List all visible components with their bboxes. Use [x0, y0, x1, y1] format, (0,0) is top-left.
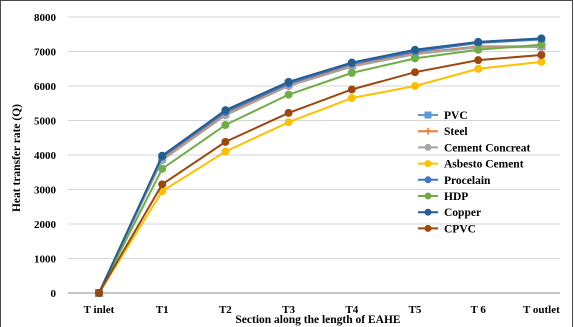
data-point — [221, 120, 230, 129]
data-point — [411, 82, 419, 90]
data-point — [474, 45, 483, 54]
data-point — [347, 94, 356, 103]
legend-label: Steel — [444, 126, 468, 138]
data-point — [424, 176, 432, 184]
legend-item: Asbesto Cement — [418, 159, 524, 171]
series-line — [98, 43, 542, 294]
data-point — [284, 77, 293, 86]
legend-label: Cement Concreat — [444, 142, 530, 154]
legend-label: CPVC — [444, 223, 476, 235]
x-tick-label: T1 — [156, 304, 169, 316]
y-tick-label: 1000 — [34, 254, 57, 266]
data-point — [411, 45, 419, 54]
legend-label: Procelain — [444, 175, 491, 187]
series-cpvc — [95, 50, 546, 297]
data-point — [284, 118, 293, 127]
y-tick-label: 7000 — [34, 47, 57, 59]
data-point — [221, 137, 230, 146]
x-tick-label: T2 — [219, 304, 232, 316]
legend: PVC Steel Cement Concreat Asbesto Cement Pro… — [418, 110, 530, 235]
legend-item: Steel — [418, 126, 468, 138]
data-point — [411, 54, 419, 63]
data-point — [474, 56, 483, 65]
data-point — [424, 208, 432, 216]
data-point — [347, 68, 356, 77]
x-tick-label: T4 — [345, 304, 358, 316]
data-point — [158, 164, 167, 173]
series-line — [98, 46, 542, 294]
x-tick-label: T outlet — [523, 304, 560, 316]
y-tick-label: 8000 — [34, 12, 57, 24]
series-lines — [95, 34, 546, 297]
data-point — [284, 108, 293, 117]
legend-item: Procelain — [418, 175, 491, 187]
data-point — [347, 58, 356, 67]
data-point — [95, 289, 103, 297]
data-point — [411, 68, 419, 77]
data-point — [537, 34, 546, 43]
x-tick-label: T inlet — [84, 304, 115, 316]
gridlines — [68, 16, 560, 294]
x-tick-label: T5 — [409, 304, 422, 316]
x-tick-labels: T inlet T1 T2 T3 T4 T5 T 6 T outlet — [84, 304, 560, 316]
y-tick-label: 3000 — [34, 185, 57, 197]
y-tick-label: 5000 — [34, 116, 57, 128]
x-tick-label: T3 — [282, 304, 295, 316]
y-tick-label: 4000 — [34, 150, 57, 162]
y-tick-label: 2000 — [34, 219, 57, 231]
legend-label: HDP — [444, 191, 468, 203]
series-line — [98, 53, 542, 294]
data-point — [474, 37, 483, 46]
x-tick-label: T 6 — [471, 304, 487, 316]
data-point — [474, 64, 483, 73]
x-axis-title: Section along the length of EAHE — [235, 314, 400, 326]
data-point — [424, 111, 432, 119]
legend-item: Cement Concreat — [418, 142, 530, 154]
y-tick-labels: 0 1000 2000 3000 4000 5000 6000 7000 8000 — [34, 12, 57, 300]
data-point — [158, 151, 167, 160]
data-point — [158, 180, 167, 189]
series-line — [98, 37, 542, 294]
data-point — [424, 143, 432, 151]
data-point — [424, 192, 432, 200]
legend-label: Copper — [444, 207, 481, 219]
data-point — [424, 127, 432, 135]
data-point — [221, 147, 230, 156]
y-axis-title: Heat transfer rate (Q) — [11, 104, 23, 212]
y-tick-label: 0 — [51, 288, 57, 300]
data-point — [347, 85, 356, 94]
data-point — [537, 50, 546, 59]
data-point — [284, 90, 293, 99]
legend-item: CPVC — [418, 223, 476, 235]
series-asbesto-cement — [95, 57, 546, 297]
data-point — [537, 57, 546, 66]
series-line — [98, 60, 542, 294]
data-point — [424, 224, 432, 232]
legend-item: Copper — [418, 207, 481, 219]
legend-label: PVC — [444, 110, 468, 122]
series-copper — [95, 34, 546, 297]
data-point — [221, 106, 230, 115]
data-point — [537, 40, 546, 49]
legend-item: PVC — [418, 110, 468, 122]
y-tick-label: 6000 — [34, 81, 57, 93]
data-point — [424, 160, 432, 168]
legend-item: HDP — [418, 191, 468, 203]
legend-label: Asbesto Cement — [444, 159, 524, 171]
